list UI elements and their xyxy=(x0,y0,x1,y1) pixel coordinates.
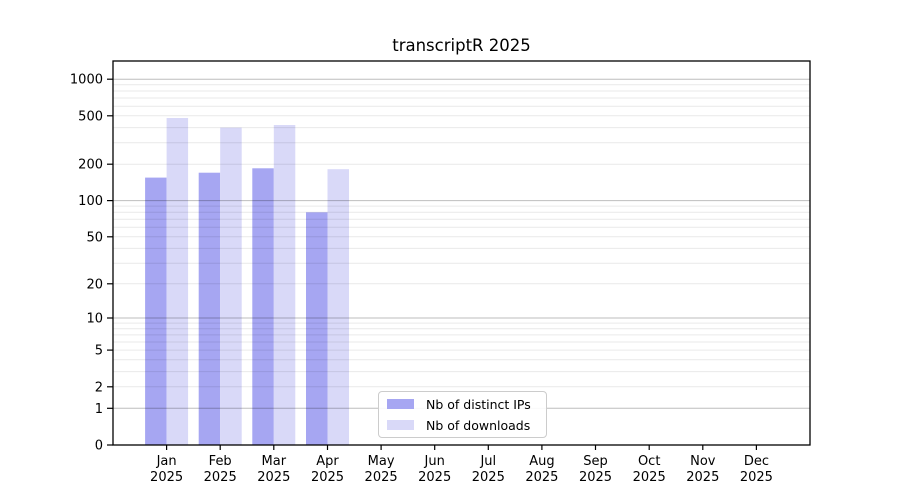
bar-mar-distinct-ips xyxy=(252,168,274,446)
x-tick-label: Mar 2025 xyxy=(257,454,290,485)
y-tick-label: 50 xyxy=(86,230,103,245)
y-tick-label: 10 xyxy=(86,312,103,327)
x-tick-label: May 2025 xyxy=(365,454,398,485)
y-axis: 0 1 2 5 10 20 50 100 200 500 1000 xyxy=(70,73,113,454)
x-tick-label: Feb 2025 xyxy=(204,454,237,485)
y-tick-label: 5 xyxy=(95,344,103,359)
legend-item-downloads: Nb of downloads xyxy=(387,417,546,434)
bar-jan-downloads xyxy=(166,118,189,445)
y-tick-label: 1 xyxy=(95,402,103,417)
gridlines xyxy=(113,78,810,409)
legend-item-distinct-ips: Nb of distinct IPs xyxy=(387,396,546,413)
x-tick-label: Aug 2025 xyxy=(525,454,558,485)
legend-label-distinct-ips: Nb of distinct IPs xyxy=(426,396,531,412)
bar-apr-downloads xyxy=(327,169,349,445)
bar-feb-downloads xyxy=(220,127,242,445)
bar-jan-distinct-ips xyxy=(145,177,167,445)
y-tick-label: 200 xyxy=(78,158,103,173)
y-tick-label: 500 xyxy=(78,109,103,124)
legend-swatch-downloads xyxy=(387,420,414,430)
legend-swatch-distinct-ips xyxy=(387,399,414,409)
x-tick-label: Oct 2025 xyxy=(633,454,666,485)
y-tick-label: 0 xyxy=(95,439,103,454)
x-tick-label: Sep 2025 xyxy=(579,454,612,485)
bar-mar-downloads xyxy=(273,125,296,445)
bar-feb-distinct-ips xyxy=(198,172,221,445)
x-tick-label: Nov 2025 xyxy=(686,454,719,485)
axes-frame xyxy=(112,60,811,446)
bars xyxy=(145,118,349,446)
x-axis: Jan 2025 Feb 2025 Mar 2025 Apr 2025 May 2025 Jun 20… xyxy=(150,445,773,485)
y-tick-label: 1000 xyxy=(70,73,103,88)
legend: Nb of distinct IPs Nb of downloads xyxy=(378,391,547,438)
x-tick-label: Apr 2025 xyxy=(311,454,344,485)
y-tick-label: 2 xyxy=(95,380,103,395)
y-tick-label: 100 xyxy=(78,194,103,209)
chart-title: transcriptR 2025 xyxy=(392,36,531,55)
legend-label-downloads: Nb of downloads xyxy=(426,417,531,433)
x-tick-label: Jul 2025 xyxy=(472,454,505,485)
y-tick-label: 20 xyxy=(86,277,103,292)
bar-apr-distinct-ips xyxy=(306,212,328,445)
x-tick-label: Jun 2025 xyxy=(418,454,451,485)
x-tick-label: Dec 2025 xyxy=(740,454,773,485)
x-tick-label: Jan 2025 xyxy=(150,454,183,485)
